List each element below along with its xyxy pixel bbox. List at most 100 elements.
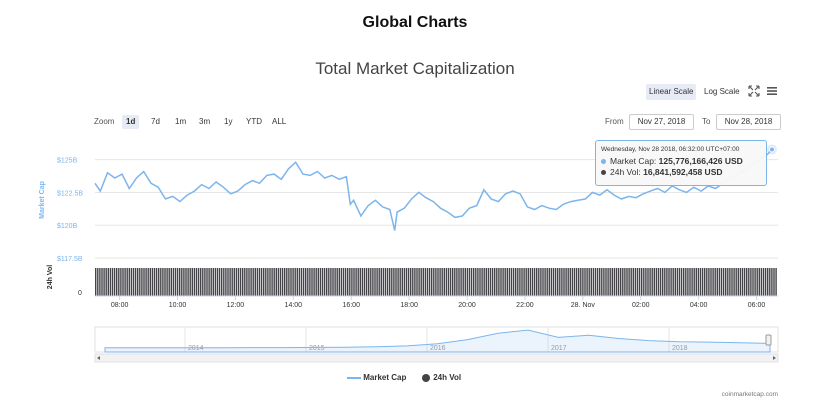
- volume-bar: [431, 268, 433, 296]
- volume-bar: [582, 268, 584, 296]
- volume-bar: [410, 268, 412, 296]
- market-cap-dot-icon: [601, 159, 606, 165]
- volume-bar: [641, 268, 643, 296]
- fullscreen-icon[interactable]: [747, 84, 761, 98]
- volume-bar: [401, 268, 403, 296]
- volume-bar: [368, 268, 370, 296]
- volume-bar: [634, 268, 637, 296]
- x-tick-label: 14:00: [285, 302, 303, 309]
- volume-bar: [126, 268, 128, 296]
- volume-bar: [197, 268, 200, 296]
- volume-bar: [594, 268, 597, 296]
- x-tick-label: 06:00: [748, 302, 766, 309]
- volume-bar: [307, 268, 309, 296]
- volume-bar: [258, 268, 261, 296]
- volume-bar: [590, 268, 592, 296]
- volume-bar: [437, 268, 439, 296]
- volume-bar: [116, 268, 118, 296]
- volume-bar: [470, 268, 473, 296]
- log-scale-button[interactable]: Log Scale: [704, 87, 740, 96]
- volume-bar: [284, 268, 286, 296]
- volume-bar: [651, 268, 653, 296]
- volume-bar: [380, 268, 382, 296]
- volume-bar: [611, 268, 613, 296]
- range-from-input[interactable]: Nov 27, 2018: [629, 114, 694, 130]
- volume-bar: [376, 268, 378, 296]
- volume-bar: [485, 268, 487, 296]
- linear-scale-button[interactable]: Linear Scale: [646, 84, 697, 100]
- volume-bar: [340, 268, 343, 296]
- volume-bar: [756, 268, 758, 296]
- volume-bar: [389, 268, 391, 296]
- menu-icon[interactable]: [765, 84, 779, 98]
- volume-bar: [510, 268, 513, 296]
- x-tick-label: 08:00: [111, 302, 129, 309]
- volume-bar: [462, 268, 464, 296]
- volume-bar: [615, 268, 618, 296]
- volume-bar: [592, 268, 595, 296]
- volume-bar: [187, 268, 189, 296]
- volume-bar: [365, 268, 368, 296]
- zoom-1d-button[interactable]: 1d: [122, 115, 140, 129]
- volume-bar: [739, 268, 742, 296]
- legend-item-market-cap[interactable]: Market Cap: [347, 373, 406, 382]
- volume-bar: [668, 268, 670, 296]
- volume-bar: [370, 268, 372, 296]
- volume-bar: [643, 268, 645, 296]
- x-tick-label: 22:00: [516, 302, 534, 309]
- volume-bar: [109, 268, 112, 296]
- zoom-all-button[interactable]: ALL: [272, 117, 287, 126]
- volume-bar: [571, 268, 574, 296]
- volume-bar: [141, 268, 143, 296]
- volume-bar: [162, 268, 164, 296]
- volume-tick-label: 0: [78, 290, 82, 297]
- volume-bar: [378, 268, 380, 296]
- volume-bar: [214, 268, 217, 296]
- zoom-7d-button[interactable]: 7d: [151, 117, 160, 126]
- y-tick-label: $120B: [57, 223, 78, 230]
- volume-bar: [727, 268, 729, 296]
- volume-bar: [454, 268, 456, 296]
- chart-title: Total Market Capitalization: [315, 59, 515, 78]
- legend-item-vol[interactable]: 24h Vol: [421, 373, 461, 383]
- volume-bar: [118, 268, 120, 296]
- volume-bar: [725, 268, 727, 296]
- zoom-1y-button[interactable]: 1y: [224, 117, 233, 126]
- volume-bar: [277, 268, 280, 296]
- volume-bar: [342, 268, 345, 296]
- credit-link[interactable]: coinmarketcap.com: [721, 391, 778, 398]
- volume-bar: [435, 268, 437, 296]
- volume-bar: [664, 268, 666, 296]
- volume-bar: [746, 268, 748, 296]
- volume-bar: [166, 268, 168, 296]
- volume-bar: [353, 268, 355, 296]
- volume-bar: [628, 268, 630, 296]
- volume-bar: [533, 268, 536, 296]
- x-tick-label: 16:00: [342, 302, 360, 309]
- scroll-right-icon: [773, 356, 776, 360]
- volume-bar: [359, 268, 361, 296]
- volume-bar: [706, 268, 708, 296]
- volume-bar: [218, 268, 221, 296]
- volume-bar: [580, 268, 582, 296]
- zoom-ytd-button[interactable]: YTD: [246, 117, 262, 126]
- volume-bar: [195, 268, 198, 296]
- volume-bar: [613, 268, 616, 296]
- volume-bar: [578, 268, 580, 296]
- volume-bar: [330, 268, 332, 296]
- range-to-input[interactable]: Nov 28, 2018: [716, 114, 781, 130]
- volume-bar: [239, 268, 242, 296]
- volume-bar: [193, 268, 196, 296]
- tooltip: Wednesday, Nov 28 2018, 06:32:00 UTC+07:…: [595, 140, 767, 186]
- volume-bar: [697, 268, 700, 296]
- volume-bar: [718, 268, 721, 296]
- volume-bar: [475, 268, 477, 296]
- zoom-3m-button[interactable]: 3m: [199, 117, 211, 126]
- volume-bar: [771, 268, 773, 296]
- volume-bar: [414, 268, 416, 296]
- volume-bar: [412, 268, 414, 296]
- volume-bar: [160, 268, 162, 296]
- zoom-1m-button[interactable]: 1m: [175, 117, 187, 126]
- volume-bar: [691, 268, 693, 296]
- volume-bar: [344, 268, 347, 296]
